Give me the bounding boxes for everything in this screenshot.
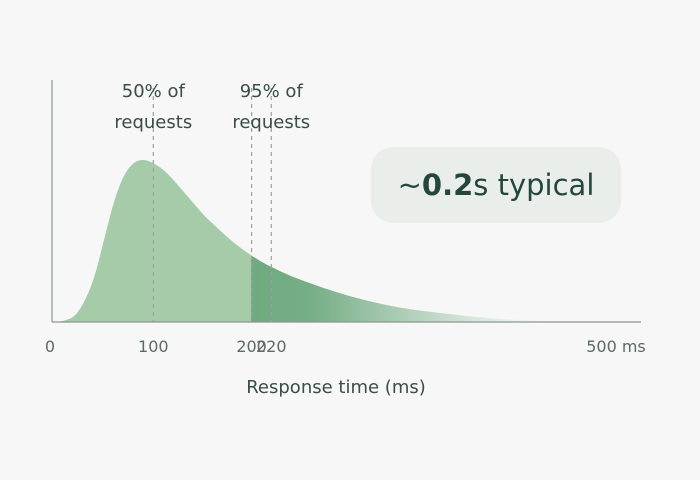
area-layer xyxy=(55,160,547,322)
callout-prefix: ~ xyxy=(397,168,422,202)
x-tick-label-0: 0 xyxy=(45,337,55,356)
marker-label-220-line1: 95% of xyxy=(240,81,304,102)
marker-label-100-line1: 50% of xyxy=(122,81,186,102)
distribution-area xyxy=(55,160,547,322)
x-tick-label-500: 500 ms xyxy=(586,337,646,356)
callout-value: 0.2 xyxy=(421,168,474,202)
marker-label-100-line2: requests xyxy=(114,112,192,133)
axes-layer xyxy=(51,80,641,323)
x-tick-label-100: 100 xyxy=(138,337,169,356)
x-axis-title: Response time (ms) xyxy=(246,377,426,398)
x-tick-label-200: 200 xyxy=(236,337,267,356)
callout-suffix: s typical xyxy=(473,168,595,202)
x-tick-label-220: 220 xyxy=(256,337,287,356)
marker-label-220-line2: requests xyxy=(232,112,310,133)
typical-callout: ~0.2 s typical xyxy=(371,147,621,223)
marker-layer: 50% of requests 95% of requests xyxy=(114,81,310,322)
